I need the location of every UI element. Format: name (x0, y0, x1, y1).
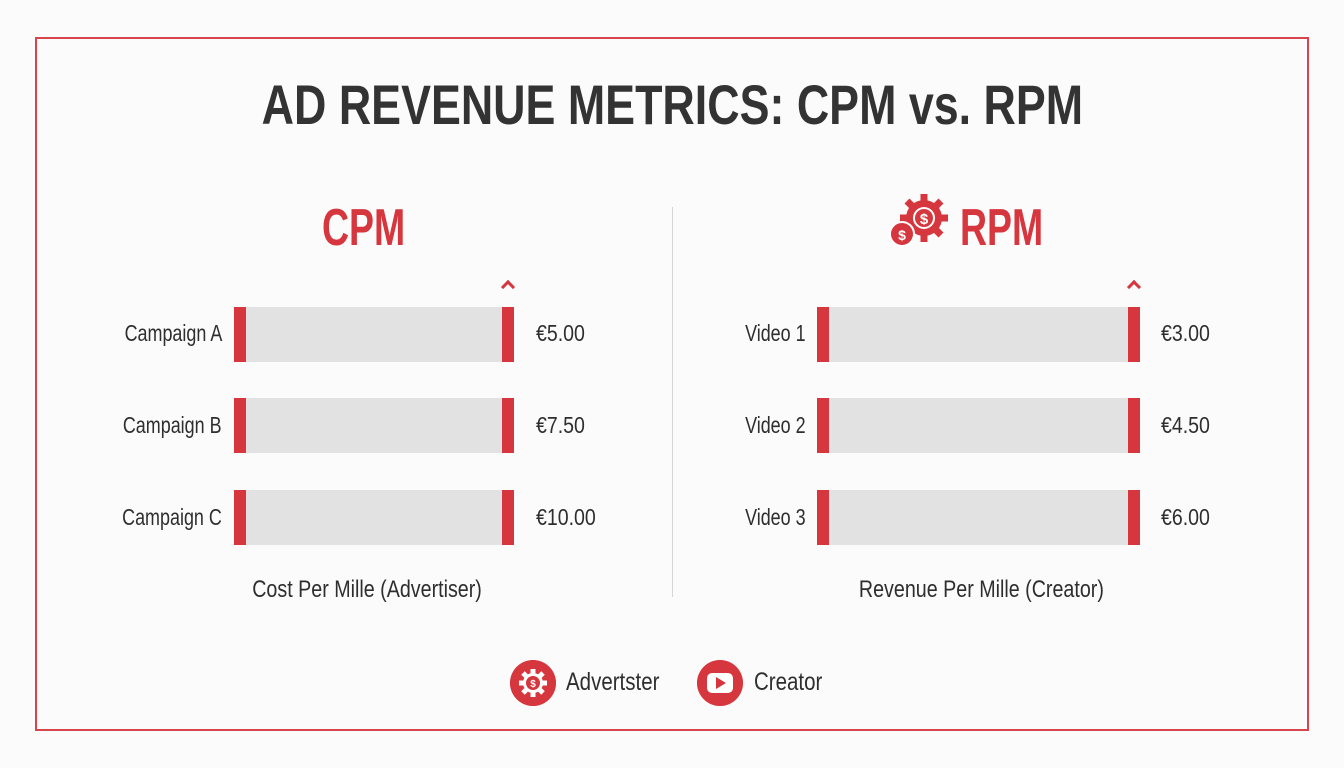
category-label: Video 1 (745, 320, 806, 346)
svg-text:$: $ (530, 679, 536, 690)
bar-video-1 (817, 307, 1140, 362)
data-label: €7.50 (536, 412, 585, 438)
category-label: Video 2 (745, 412, 806, 438)
data-label: €4.50 (1161, 412, 1210, 438)
data-label: €10.00 (536, 504, 596, 530)
gear-dollar-icon: $ (510, 660, 556, 706)
gear-dollar-icon: $ $ (889, 194, 948, 247)
divider (672, 207, 673, 597)
svg-text:$: $ (920, 211, 929, 228)
play-button-icon (697, 660, 743, 706)
bar-campaign-b (234, 398, 514, 453)
category-label: Campaign A (124, 320, 222, 346)
rpm-caption: Revenue Per Mille (Creator) (858, 576, 1104, 603)
bar-video-3 (817, 490, 1140, 545)
rpm-title: RPM (960, 199, 1044, 257)
category-label: Campaign C (122, 504, 222, 530)
svg-text:$: $ (898, 227, 906, 243)
data-label: €5.00 (536, 320, 585, 346)
category-label: Campaign B (123, 412, 222, 438)
category-label: Video 3 (745, 504, 806, 530)
cpm-caption: Cost Per Mille (Advertiser) (252, 576, 482, 603)
cpm-title: CPM (322, 199, 406, 257)
legend-creator: Creator (754, 668, 823, 696)
bar-campaign-a (234, 307, 514, 362)
frame (35, 37, 1309, 731)
page-title: AD REVENUE METRICS: CPM vs. RPM (261, 73, 1083, 136)
bar-campaign-c (234, 490, 514, 545)
legend-advertiser: Advertster (566, 668, 660, 696)
data-label: €3.00 (1161, 320, 1210, 346)
data-label: €6.00 (1161, 504, 1210, 530)
bar-video-2 (817, 398, 1140, 453)
